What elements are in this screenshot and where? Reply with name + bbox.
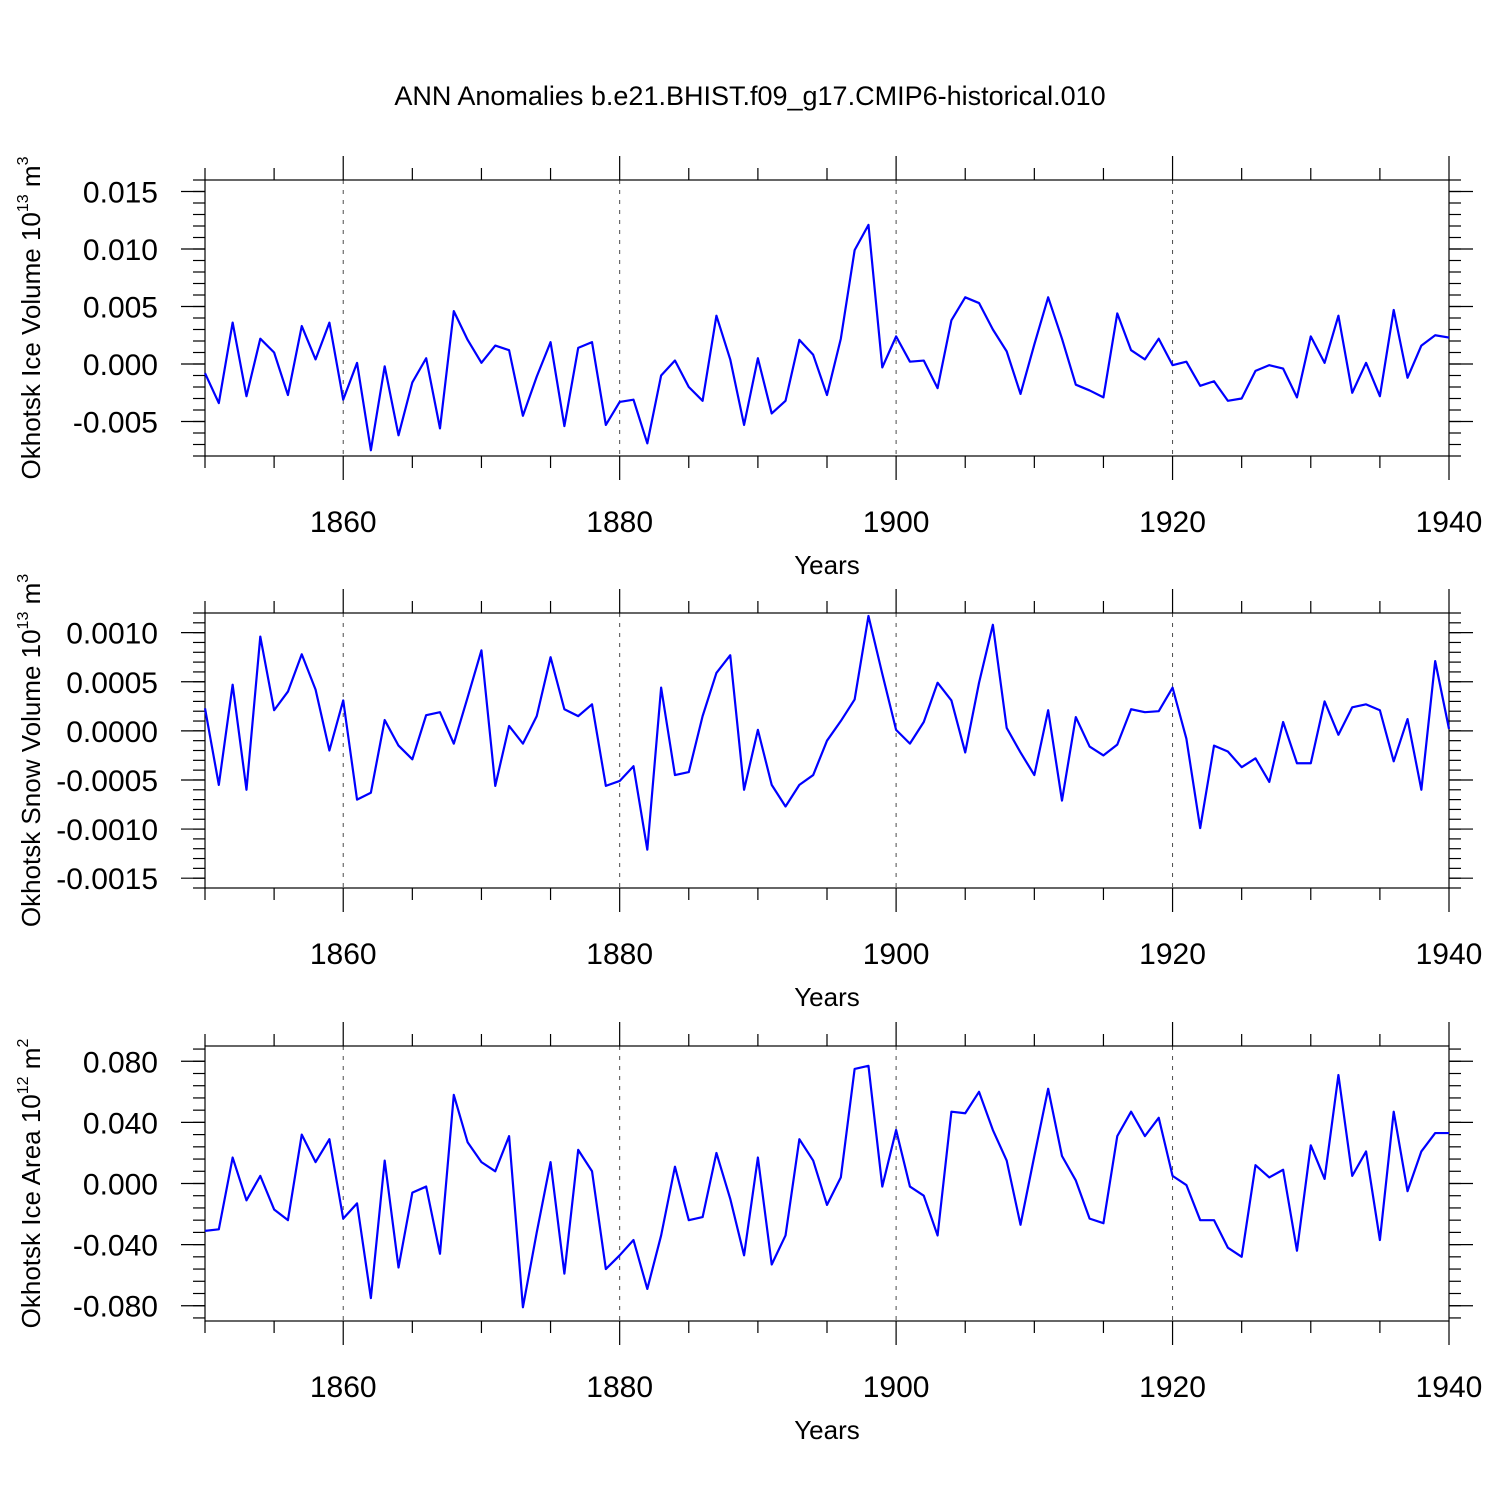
y-axis-title-text: Okhotsk Ice Area 10 [16, 1094, 46, 1328]
y-axis-title-unit-exponent: 3 [15, 156, 32, 165]
y-axis-title-unit: m [16, 165, 46, 194]
x-tick-label: 1920 [1139, 1371, 1206, 1404]
y-tick-label: -0.0015 [56, 863, 158, 896]
y-axis-title-unit: m [16, 1048, 46, 1077]
x-tick-label: 1940 [1416, 938, 1483, 971]
plot-frame [204, 612, 1450, 889]
x-tick-label: 1900 [863, 506, 930, 539]
plot-frame [204, 1045, 1450, 1322]
y-axis-title-exponent: 12 [15, 1076, 32, 1094]
chart-ice-area: 1860 1880 1900 1920 1940 Years 0.080 0.040 0.000… [15, 1022, 1482, 1445]
series-line-ice-area [204, 1064, 1449, 1309]
y-tick-label: 0.0010 [66, 618, 158, 651]
y-tick-label: 0.000 [83, 349, 158, 382]
y-axis-title-text: Okhotsk Ice Volume 10 [16, 212, 46, 479]
series-line-ice-volume [204, 223, 1450, 452]
x-axis-title: Years [794, 982, 860, 1012]
x-tick-label: 1900 [863, 1371, 930, 1404]
series-line-snow-volume [203, 614, 1451, 851]
y-tick-label: 0.005 [83, 292, 158, 325]
y-axis-title-exponent: 13 [15, 194, 32, 212]
y-tick-label: -0.0005 [56, 765, 158, 798]
x-tick-label: 1880 [586, 1371, 653, 1404]
y-tick-label: 0.000 [83, 1169, 158, 1202]
figure-title: ANN Anomalies b.e21.BHIST.f09_g17.CMIP6-… [394, 81, 1105, 111]
y-axis-title-text: Okhotsk Snow Volume 10 [16, 629, 46, 927]
chart-ice-volume: 1860 1880 1900 1920 1940 Years 0.015 0.010 0.005… [15, 156, 1482, 580]
chart-snow-volume: 1860 1880 1900 1920 1940 Years 0.0010 0.0005 0.0… [15, 574, 1482, 1012]
y-axis-title: Okhotsk Ice Area 1012 m2 [15, 1039, 46, 1329]
x-tick-label: 1880 [586, 938, 653, 971]
y-tick-label: -0.0010 [56, 814, 158, 847]
x-tick-label: 1860 [310, 506, 377, 539]
plot-frame [204, 179, 1450, 457]
x-tick-label: 1900 [863, 938, 930, 971]
y-tick-label: 0.0000 [66, 716, 158, 749]
x-axis-title: Years [794, 550, 860, 580]
x-tick-label: 1940 [1416, 1371, 1483, 1404]
y-axis-title: Okhotsk Snow Volume 1013 m3 [15, 574, 46, 927]
y-axis-title-unit-exponent: 2 [15, 1039, 32, 1048]
y-tick-label: -0.080 [73, 1291, 158, 1324]
x-tick-label: 1920 [1139, 938, 1206, 971]
y-tick-label: 0.040 [83, 1107, 158, 1140]
y-tick-label: -0.005 [73, 407, 158, 440]
y-tick-label: 0.080 [83, 1046, 158, 1079]
y-axis-title-unit-exponent: 3 [15, 574, 32, 583]
x-axis-title: Years [794, 1415, 860, 1445]
x-tick-label: 1860 [310, 938, 377, 971]
x-tick-label: 1920 [1139, 506, 1206, 539]
y-axis-title-unit: m [16, 583, 46, 612]
y-axis-title-exponent: 13 [15, 612, 32, 630]
y-tick-label: 0.010 [83, 234, 158, 267]
y-tick-label: -0.040 [73, 1230, 158, 1263]
y-tick-label: 0.0005 [66, 667, 158, 700]
y-axis-title: Okhotsk Ice Volume 1013 m3 [15, 156, 46, 479]
x-tick-label: 1880 [586, 506, 653, 539]
x-tick-label: 1940 [1416, 506, 1483, 539]
chart-panels: 1860 1880 1900 1920 1940 Years 0.015 0.010 0.005… [15, 156, 1482, 1445]
y-tick-label: 0.015 [83, 177, 158, 210]
x-tick-label: 1860 [310, 1371, 377, 1404]
